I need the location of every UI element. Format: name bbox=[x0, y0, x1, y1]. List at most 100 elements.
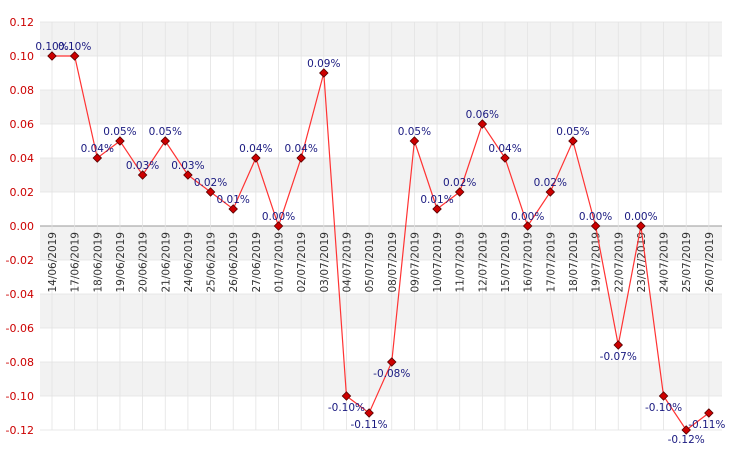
data-point bbox=[432, 204, 442, 214]
y-tick-label: 0.08 bbox=[10, 84, 35, 97]
x-tick-label: 26/07/2019 bbox=[704, 232, 716, 293]
background-bands bbox=[40, 22, 722, 396]
data-point bbox=[545, 187, 556, 197]
data-label: -0.07% bbox=[600, 351, 637, 363]
data-label: 0.10% bbox=[35, 41, 68, 53]
data-label: 0.09% bbox=[307, 58, 340, 70]
data-point bbox=[69, 51, 80, 61]
background-band bbox=[40, 226, 722, 260]
data-point bbox=[341, 391, 352, 401]
data-label: 0.02% bbox=[194, 177, 227, 189]
data-label: 0.00% bbox=[511, 211, 544, 223]
x-tick-label: 08/07/2019 bbox=[387, 232, 399, 293]
data-point bbox=[568, 136, 578, 146]
data-label: 0.04% bbox=[488, 143, 521, 155]
y-axis-ticks: 0.12 0.10 0.08 0.06 0.04 0.02 0.00 -0.02 -0.04 -0… bbox=[6, 16, 34, 437]
y-tick-label: 0.00 bbox=[10, 220, 35, 233]
data-label: 0.05% bbox=[149, 126, 182, 138]
y-tick-label: 0.10 bbox=[10, 50, 35, 63]
data-point bbox=[115, 136, 125, 146]
x-tick-label: 23/07/2019 bbox=[636, 232, 648, 293]
data-point bbox=[477, 119, 488, 129]
data-point bbox=[205, 187, 216, 197]
data-label: 0.04% bbox=[239, 143, 272, 155]
series-markers bbox=[47, 51, 714, 435]
data-labels: 0.10%0.10% 0.04% 0.05% 0.03% 0.05% 0.03% 0.02%… bbox=[35, 41, 725, 446]
data-label: 0.04% bbox=[81, 143, 114, 155]
background-band bbox=[40, 362, 722, 396]
y-tick-label: 0.02 bbox=[10, 186, 35, 199]
y-tick-label: 0.06 bbox=[10, 118, 35, 131]
data-point bbox=[251, 153, 261, 163]
x-tick-label: 17/06/2019 bbox=[70, 232, 82, 293]
data-label: 0.10% bbox=[58, 41, 91, 53]
x-tick-label: 12/07/2019 bbox=[477, 232, 489, 293]
data-label: 0.03% bbox=[171, 160, 204, 172]
data-label: 0.02% bbox=[534, 177, 567, 189]
data-point bbox=[681, 425, 691, 435]
background-band bbox=[40, 294, 722, 328]
background-band bbox=[40, 90, 722, 124]
data-label: -0.08% bbox=[373, 368, 410, 380]
data-point bbox=[137, 170, 148, 180]
x-tick-label: 25/06/2019 bbox=[206, 232, 218, 293]
data-label: 0.05% bbox=[556, 126, 589, 138]
x-tick-label: 24/07/2019 bbox=[659, 232, 671, 293]
data-point bbox=[273, 221, 284, 231]
x-tick-label: 24/06/2019 bbox=[183, 232, 195, 293]
data-label: 0.01% bbox=[217, 194, 250, 206]
data-point bbox=[183, 170, 193, 180]
data-point bbox=[364, 408, 374, 418]
x-tick-label: 25/07/2019 bbox=[681, 232, 693, 293]
data-point bbox=[47, 51, 57, 61]
x-tick-label: 20/06/2019 bbox=[138, 232, 150, 293]
x-tick-label: 03/07/2019 bbox=[319, 232, 331, 293]
data-label: 0.00% bbox=[579, 211, 612, 223]
data-label: -0.10% bbox=[645, 402, 682, 414]
data-label: 0.05% bbox=[103, 126, 136, 138]
x-tick-label: 17/07/2019 bbox=[545, 232, 557, 293]
y-tick-label: -0.06 bbox=[6, 322, 34, 335]
data-point bbox=[613, 340, 624, 350]
x-tick-label: 21/06/2019 bbox=[160, 232, 172, 293]
x-tick-label: 11/07/2019 bbox=[455, 232, 467, 293]
data-point bbox=[386, 357, 397, 367]
data-point bbox=[658, 391, 669, 401]
data-point bbox=[160, 136, 171, 146]
x-tick-label: 18/06/2019 bbox=[92, 232, 104, 293]
data-label: 0.02% bbox=[443, 177, 476, 189]
background-band bbox=[40, 22, 722, 56]
data-point bbox=[92, 153, 103, 163]
y-tick-label: -0.04 bbox=[6, 288, 34, 301]
data-point bbox=[409, 136, 420, 146]
x-tick-label: 19/07/2019 bbox=[591, 232, 603, 293]
data-point bbox=[522, 221, 533, 231]
x-tick-label: 14/06/2019 bbox=[47, 232, 59, 293]
x-tick-label: 16/07/2019 bbox=[523, 232, 535, 293]
data-point bbox=[319, 68, 329, 78]
y-tick-label: -0.08 bbox=[6, 356, 34, 369]
y-tick-label: -0.12 bbox=[6, 424, 34, 437]
data-point bbox=[590, 221, 601, 231]
series-line bbox=[52, 55, 710, 431]
y-tick-label: 0.12 bbox=[10, 16, 35, 29]
data-point bbox=[228, 204, 238, 214]
data-label: 0.06% bbox=[466, 109, 499, 121]
data-label: 0.03% bbox=[126, 160, 159, 172]
background-band bbox=[40, 158, 722, 192]
data-point bbox=[704, 408, 714, 418]
data-label: -0.10% bbox=[328, 402, 365, 414]
data-label: 0.01% bbox=[420, 194, 453, 206]
data-point bbox=[454, 187, 465, 197]
data-label: 0.04% bbox=[284, 143, 317, 155]
data-label: -0.12% bbox=[668, 434, 705, 446]
data-label: -0.11% bbox=[351, 419, 388, 431]
data-point bbox=[636, 221, 646, 231]
data-point bbox=[296, 153, 306, 163]
x-tick-label: 05/07/2019 bbox=[364, 232, 376, 293]
x-tick-label: 09/07/2019 bbox=[409, 232, 421, 293]
y-tick-label: -0.02 bbox=[6, 254, 34, 267]
data-label: 0.05% bbox=[398, 126, 431, 138]
